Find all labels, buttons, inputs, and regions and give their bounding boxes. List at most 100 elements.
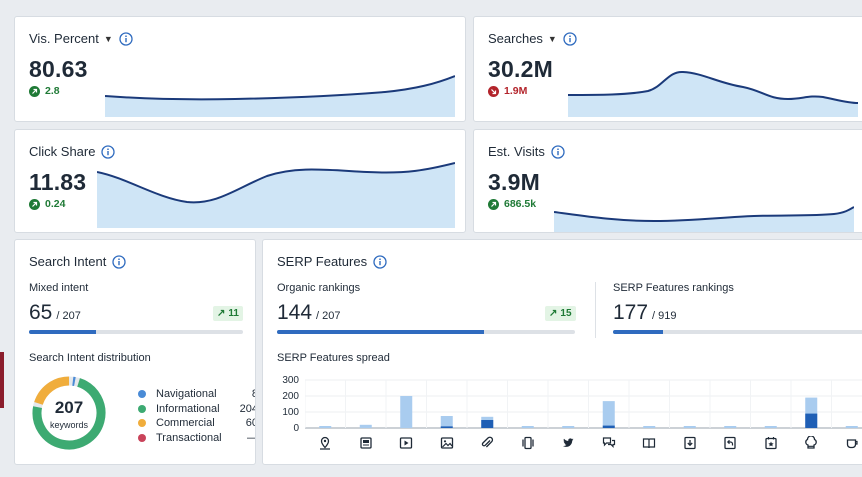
serp-spread-chart [305,379,862,429]
organic-rankings-label: Organic rankings [277,282,361,294]
bar-owned-image[interactable] [440,426,453,428]
bar-total-qa[interactable] [602,401,615,428]
vis-percent-delta: 2.8 [29,85,60,97]
legend-item-navigational[interactable]: Navigational 8 [138,388,255,400]
star-calendar-icon[interactable] [764,436,778,450]
image-icon[interactable] [440,436,454,450]
searches-header[interactable]: Searches ▼ [488,31,577,46]
legend-value: 8 [252,388,255,400]
trend-down-icon [488,85,499,97]
search-intent-header: Search Intent [29,254,126,269]
carousel-icon[interactable] [521,436,535,450]
mixed-intent-badge-value: 11 [228,308,239,319]
mixed-intent-badge: ↗ 11 [213,306,243,321]
bar-total-cup[interactable] [845,426,858,428]
organic-rankings-progress [277,330,575,334]
click-share-card: Click Share 11.83 0.24 [14,129,466,233]
vis-percent-card: Vis. Percent ▼ 80.63 2.8 [14,16,466,122]
serp-rankings-fraction: 177 / 919 [613,301,677,325]
legend-value: 204 [239,402,255,415]
legend-value: 60 [245,417,255,429]
legend-label: Transactional [156,431,222,444]
serp-rankings-label: SERP Features rankings [613,282,734,294]
est-visits-header: Est. Visits [488,144,565,159]
info-icon[interactable] [101,144,116,159]
bar-total-image[interactable] [440,416,453,428]
donut-slice-informational[interactable] [32,378,106,450]
est-visits-value: 3.9M [488,169,540,195]
organic-rankings-value: 144 [277,301,313,324]
organic-rankings-fraction: 144 / 207 [277,301,341,325]
click-share-delta-value: 0.24 [45,198,66,210]
bar-total-star-calendar[interactable] [764,426,777,428]
info-icon[interactable] [112,254,126,269]
serp-rankings-progress-fill [613,330,664,334]
qa-icon[interactable] [602,436,616,450]
bar-owned-chef-hat[interactable] [805,413,818,428]
download-icon[interactable] [683,436,697,450]
map-pin-icon[interactable] [318,436,332,450]
bar-owned-paperclip[interactable] [481,420,494,428]
bar-total-video[interactable] [400,396,413,428]
est-visits-sparkline [554,206,854,232]
serp-features-header: SERP Features [277,254,387,269]
vis-percent-sparkline [105,75,455,117]
click-share-header: Click Share [29,144,116,159]
bar-owned-qa[interactable] [602,425,615,428]
legend-value: — [247,432,255,444]
cup-icon[interactable] [845,436,859,450]
bar-total-book[interactable] [643,426,656,428]
mixed-intent-progress [29,330,243,334]
caret-down-icon[interactable]: ▼ [547,33,557,44]
organic-rankings-progress-fill [277,330,485,334]
mixed-intent-label: Mixed intent [29,282,89,294]
news-icon[interactable] [359,436,373,450]
serp-rankings-value: 177 [613,301,649,324]
bar-total-twitter[interactable] [562,426,575,428]
caret-down-icon[interactable]: ▼ [103,33,113,44]
click-share-sparkline [97,162,455,228]
intent-distribution-label: Search Intent distribution [29,352,151,364]
info-icon[interactable] [551,144,565,159]
searches-title: Searches [488,31,543,46]
click-share-delta: 0.24 [29,198,65,210]
click-share-value: 11.83 [29,169,87,195]
chef-hat-icon[interactable] [804,436,818,450]
trend-up-arrow-icon: ↗ [217,308,226,319]
twitter-icon[interactable] [561,436,575,450]
vis-percent-title: Vis. Percent [29,31,99,46]
reply-icon[interactable] [723,436,737,450]
search-intent-title: Search Intent [29,254,107,269]
vis-percent-header[interactable]: Vis. Percent ▼ [29,31,133,46]
trend-up-icon [29,198,40,210]
info-icon[interactable] [119,31,133,46]
search-intent-card: Search Intent Mixed intent 65 / 207 ↗ 11… [14,239,256,465]
mixed-intent-total: / 207 [56,310,81,322]
bar-total-reply[interactable] [724,426,737,428]
legend-item-commercial[interactable]: Commercial 60 [138,417,255,429]
mixed-intent-fraction: 65 / 207 [29,301,81,325]
bar-total-carousel[interactable] [521,426,534,428]
organic-rankings-total: / 207 [316,310,341,322]
book-icon[interactable] [642,436,656,450]
trend-up-icon [488,198,499,210]
legend-item-transactional[interactable]: Transactional — [138,431,255,444]
organic-rankings-badge: ↗ 15 [545,306,576,321]
bar-total-map-pin[interactable] [319,426,332,428]
searches-card: Searches ▼ 30.2M 1.9M [473,16,862,122]
info-icon[interactable] [373,254,387,269]
paperclip-icon[interactable] [480,436,494,450]
donut-slice-commercial[interactable] [34,376,70,406]
bar-total-download[interactable] [683,426,696,428]
bar-total-news[interactable] [359,424,372,428]
mixed-intent-progress-fill [29,330,97,334]
trend-up-icon [29,85,40,97]
video-icon[interactable] [399,436,413,450]
info-icon[interactable] [563,31,577,46]
legend-label: Commercial [156,417,215,429]
legend-label: Informational [156,402,220,415]
serp-spread-label: SERP Features spread [277,352,390,364]
legend-item-informational[interactable]: Informational 204 [138,402,255,415]
metrics-divider [595,282,596,338]
click-share-title: Click Share [29,144,96,159]
